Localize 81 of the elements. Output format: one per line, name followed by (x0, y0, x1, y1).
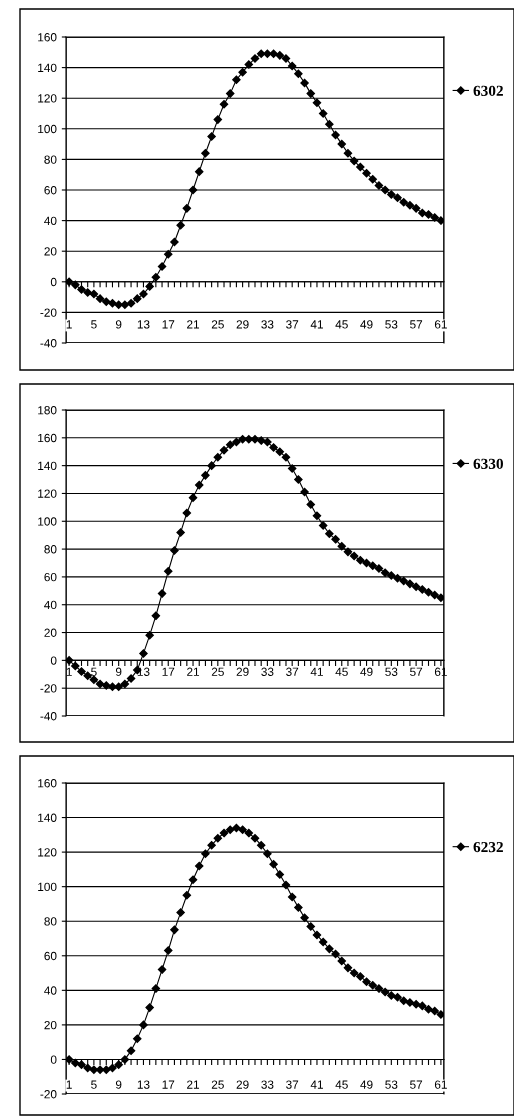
x-tick-label: 29 (236, 320, 249, 329)
y-tick-label: 80 (44, 545, 57, 554)
x-tick-label: 5 (91, 320, 97, 329)
x-tick-label: 49 (360, 1080, 373, 1089)
y-tick-label: 60 (44, 951, 57, 961)
y-tick-label: 40 (44, 216, 57, 225)
x-tick-label: 5 (91, 1080, 97, 1089)
x-tick-label: 5 (91, 667, 97, 676)
y-tick-label: 140 (38, 813, 57, 822)
x-tick-label: 57 (410, 1080, 423, 1089)
x-tick-label: 49 (360, 320, 373, 329)
x-tick-label: 57 (410, 320, 423, 329)
y-tick-label: 20 (44, 1020, 57, 1030)
y-tick-label: 40 (44, 986, 57, 995)
x-tick-label: 33 (261, 1080, 274, 1089)
x-tick-label: 37 (286, 320, 299, 329)
y-tick-label: -20 (40, 1090, 57, 1099)
x-tick-label: 1 (66, 1080, 72, 1089)
x-tick-label: 21 (187, 667, 200, 676)
y-tick-label: 120 (38, 848, 57, 857)
x-tick-label: 53 (385, 1080, 398, 1089)
y-tick-label: 180 (38, 406, 57, 415)
x-tick-label: 53 (385, 667, 398, 676)
y-tick-label: 40 (44, 600, 57, 610)
y-tick-label: 100 (38, 124, 57, 134)
x-tick-label: 37 (286, 667, 299, 676)
x-tick-label: 29 (236, 1080, 249, 1089)
y-tick-label: 120 (38, 489, 57, 498)
x-tick-label: 17 (162, 320, 175, 329)
y-tick-label: 0 (50, 277, 57, 287)
x-tick-label: 33 (261, 320, 274, 329)
y-tick-label: 120 (38, 94, 57, 103)
x-tick-label: 41 (310, 1080, 323, 1089)
x-tick-label: 9 (115, 320, 122, 329)
y-tick-label: 160 (38, 433, 57, 443)
legend-label: 6302 (473, 85, 503, 96)
y-tick-label: -40 (40, 712, 57, 721)
x-tick-label: 25 (211, 1080, 224, 1089)
x-tick-label: 49 (360, 667, 373, 676)
x-tick-label: 17 (162, 1080, 175, 1089)
y-tick-label: -20 (40, 308, 57, 317)
x-tick-label: 37 (286, 1080, 299, 1089)
x-tick-label: 21 (187, 1080, 200, 1089)
y-tick-label: 160 (38, 779, 57, 788)
legend-label: 6330 (473, 458, 503, 469)
x-tick-label: 41 (310, 667, 323, 676)
x-tick-label: 45 (335, 320, 348, 329)
y-tick-label: 80 (44, 155, 57, 164)
x-tick-label: 9 (115, 1080, 122, 1089)
x-tick-label: 61 (434, 1080, 447, 1089)
y-tick-label: 100 (38, 517, 57, 526)
x-tick-label: 53 (385, 320, 398, 329)
x-tick-label: 25 (211, 667, 224, 676)
x-tick-label: 13 (137, 320, 150, 329)
x-tick-label: 17 (162, 667, 175, 676)
x-tick-label: 1 (66, 320, 72, 329)
y-tick-label: 60 (44, 572, 57, 582)
y-tick-label: 100 (38, 882, 57, 892)
x-tick-label: 61 (434, 320, 447, 329)
x-tick-label: 57 (410, 667, 423, 676)
x-tick-label: 45 (335, 1080, 348, 1089)
y-tick-label: 160 (38, 33, 57, 42)
x-tick-label: 13 (137, 1080, 150, 1089)
x-tick-label: 33 (261, 667, 274, 676)
y-tick-label: 80 (44, 917, 57, 926)
y-tick-label: 140 (38, 63, 57, 72)
legend-label: 6232 (473, 841, 503, 853)
y-tick-label: 0 (50, 1055, 57, 1064)
y-tick-label: -20 (40, 684, 57, 693)
x-tick-label: 29 (236, 667, 249, 676)
x-tick-label: 21 (187, 320, 200, 329)
y-tick-label: 20 (44, 628, 57, 637)
y-tick-label: 0 (50, 656, 57, 665)
y-tick-label: -40 (40, 339, 57, 348)
x-tick-label: 41 (310, 320, 323, 329)
x-tick-label: 45 (335, 667, 348, 676)
y-tick-label: 140 (38, 461, 57, 471)
y-tick-label: 20 (44, 247, 57, 256)
y-tick-label: 60 (44, 186, 57, 195)
x-tick-label: 25 (211, 320, 224, 329)
x-tick-label: 9 (115, 667, 122, 676)
